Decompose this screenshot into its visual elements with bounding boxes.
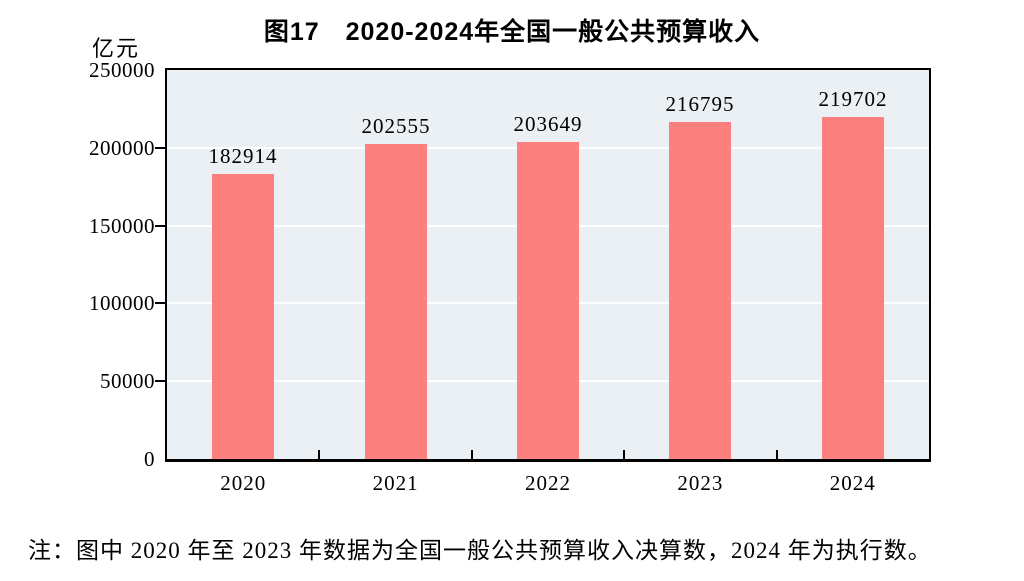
y-tick-label: 0: [144, 447, 155, 471]
x-axis-tick: [623, 450, 625, 459]
x-tick-label: 2023: [677, 471, 724, 495]
y-tick-label: 150000: [89, 214, 155, 238]
bar-2022: [517, 142, 579, 459]
y-axis-tick: [155, 380, 165, 382]
bar-value-label: 203649: [513, 112, 583, 136]
bar-2023: [669, 122, 731, 459]
bar-2021: [365, 144, 427, 459]
x-tick-label: 2024: [829, 471, 876, 495]
y-axis-unit-label: 亿元: [92, 36, 141, 61]
y-tick-label: 50000: [100, 369, 155, 393]
bar-2020: [212, 174, 274, 459]
footnote: 注：图中 2020 年至 2023 年数据为全国一般公共预算收入决算数，2024…: [28, 538, 932, 563]
bar-2024: [822, 117, 884, 459]
bar-value-label: 219702: [818, 87, 888, 111]
y-axis-tick: [155, 302, 165, 304]
x-tick-label: 2021: [372, 471, 419, 495]
y-tick-label: 200000: [89, 136, 155, 160]
bar-value-label: 216795: [665, 92, 735, 116]
x-axis-tick: [471, 450, 473, 459]
x-axis-tick: [776, 450, 778, 459]
bar-value-label: 182914: [208, 144, 278, 168]
x-tick-label: 2022: [524, 471, 571, 495]
x-tick-label: 2020: [220, 471, 267, 495]
x-axis-tick: [318, 450, 320, 459]
plot-area: 182914 202555 203649 216795 219702: [155, 68, 931, 462]
bar-value-label: 202555: [361, 114, 431, 138]
y-axis-tick: [155, 147, 165, 149]
y-axis-tick: [155, 225, 165, 227]
y-tick-label: 100000: [89, 291, 155, 315]
x-axis-tick-labels: 2020 2021 2022 2023 2024: [167, 471, 929, 496]
chart-title: 图17 2020-2024年全国一般公共预算收入: [263, 18, 761, 46]
y-tick-label: 250000: [89, 58, 155, 82]
